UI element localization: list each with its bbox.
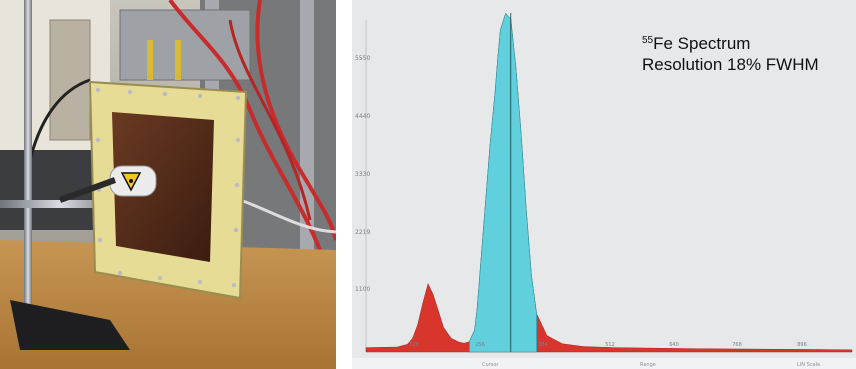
white-cable [239, 198, 336, 234]
red-cable [228, 19, 312, 221]
spectrum-screen: 5550 4440 3330 2219 1100 128 256 384 512 640 768 8… [352, 0, 856, 369]
frame-screws [95, 87, 241, 288]
selected-region-area [469, 12, 537, 353]
spectrum-plot: 5550 4440 3330 2219 1100 128 256 384 512 640 768 8… [352, 0, 856, 369]
photo-scene [0, 0, 336, 369]
spectrum-title-text: Fe Spectrum [653, 34, 751, 53]
y-tick-label: 1100 [355, 286, 370, 293]
footer-range[interactable]: Range [640, 362, 656, 368]
detector-window [112, 112, 214, 262]
x-tick-label: 896 [797, 342, 807, 348]
isotope-mass-number: 55 [642, 35, 654, 46]
y-tick-label: 4440 [355, 113, 370, 120]
y-tick-label: 5550 [355, 55, 370, 62]
stand-arm [0, 200, 120, 208]
detector-photo [0, 0, 336, 369]
resolution-label: Resolution 18% FWHM [642, 55, 819, 74]
lab-doorframe [49, 19, 91, 141]
clamp-arm [58, 177, 117, 203]
black-cable [28, 78, 91, 161]
stand-rod [24, 0, 32, 330]
red-cable [255, 0, 336, 241]
x-tick-label: 128 [409, 342, 419, 348]
x-tick-label: 256 [475, 342, 485, 348]
x-tick-label: 512 [605, 342, 615, 348]
x-tick-labels: 128 256 384 512 640 768 896 [409, 342, 807, 348]
spectrum-title: 55Fe Spectrum [642, 34, 750, 57]
footer-bar [352, 358, 856, 369]
y-tick-label: 3330 [355, 171, 370, 178]
footer-cursor[interactable]: Cursor [482, 362, 499, 368]
x-tick-label: 384 [538, 342, 548, 348]
y-tick-labels: 5550 4440 3330 2219 1100 [355, 55, 370, 293]
x-tick-label: 768 [732, 342, 742, 348]
footer-scale[interactable]: LIN Scale [797, 362, 820, 368]
red-cable [168, 0, 322, 251]
stand-base [10, 300, 130, 350]
y-tick-label: 2219 [355, 229, 370, 236]
x-tick-label: 640 [669, 342, 679, 348]
